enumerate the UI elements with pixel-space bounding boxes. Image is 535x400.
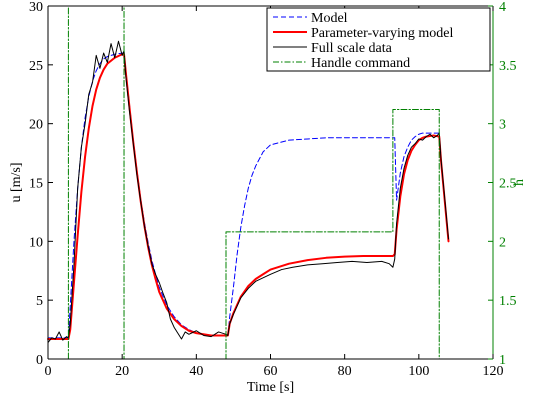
- legend-label: Handle command: [311, 56, 410, 71]
- y2-tick-label: 2.5: [499, 177, 517, 192]
- series-line-full-scale-data: [47, 40, 449, 344]
- x-tick-label: 120: [483, 364, 504, 379]
- y-tick-label: 30: [29, 0, 43, 15]
- series-line-parameter-varying-model: [47, 53, 450, 340]
- legend-label: Model: [311, 11, 348, 26]
- y-tick-label: 25: [29, 59, 43, 74]
- y-tick-label: 15: [29, 177, 43, 192]
- y2-tick-label: 4: [499, 0, 506, 15]
- legend-label: Full scale data: [311, 41, 393, 56]
- y2-tick-label: 1: [499, 353, 506, 368]
- axes-layer: 0 20 40 60 80 100 120 0 5 10 15 20 25 30 1 1.5 2 2.5 3 3.5 4…: [9, 0, 527, 395]
- y2-axis-label: h: [512, 179, 527, 186]
- legend-box: [266, 7, 491, 72]
- y-tick-label: 0: [36, 353, 43, 368]
- y-tick-label: 5: [36, 294, 43, 309]
- x-tick-label: 60: [264, 364, 278, 379]
- x-tick-label: 100: [408, 364, 429, 379]
- y2-tick-label: 3.5: [499, 59, 517, 74]
- x-axis-label: Time [s]: [247, 380, 294, 395]
- y-tick-label: 10: [29, 235, 43, 250]
- y2-tick-label: 2: [499, 235, 506, 250]
- x-tick-label: 0: [45, 364, 52, 379]
- x-tick-label: 80: [338, 364, 352, 379]
- x-tick-label: 20: [115, 364, 129, 379]
- y2-tick-label: 1.5: [499, 294, 517, 309]
- x-tick-label: 40: [189, 364, 203, 379]
- y2-tick-label: 3: [499, 118, 506, 133]
- y-axis-label: u [m/s]: [9, 162, 24, 202]
- legend-label: Parameter-varying model: [311, 26, 453, 41]
- y-tick-label: 20: [29, 118, 43, 133]
